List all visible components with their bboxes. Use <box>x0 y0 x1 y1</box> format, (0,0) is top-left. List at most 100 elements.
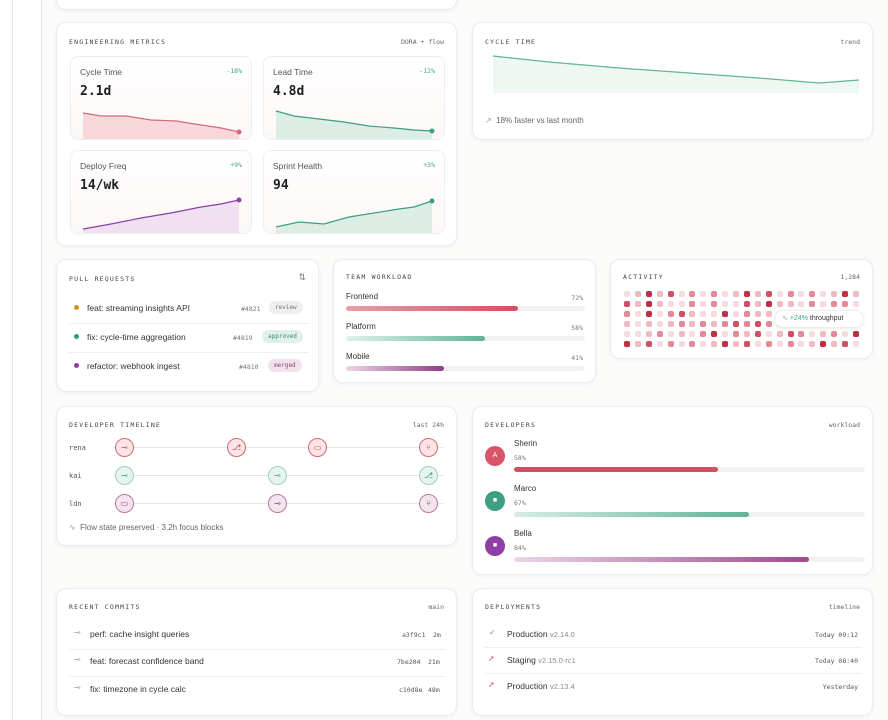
pr-id: #4821 <box>241 305 261 313</box>
heatmap-cell <box>667 321 674 327</box>
heatmap-cell <box>743 331 750 337</box>
metric-value: 4.8d <box>273 84 305 99</box>
commit-row[interactable]: ⊸ feat: forecast confidence band 7be204 … <box>69 650 446 674</box>
commit-hash: a3f9c1 <box>402 631 426 639</box>
metric-value: 2.1d <box>80 84 112 99</box>
commit-node-icon[interactable]: ⊸ <box>115 438 134 457</box>
commit-row[interactable]: ⊸ perf: cache insight queries a3f9c1 2m <box>69 623 446 647</box>
heatmap-cell <box>798 291 805 297</box>
heatmap-cell <box>711 311 718 317</box>
heatmap-cell <box>656 331 663 337</box>
heatmap-cell <box>700 301 707 307</box>
rocket-icon: ➚ <box>488 680 495 689</box>
comment-node-icon[interactable]: ▭ <box>308 438 327 457</box>
pr-status-dot <box>74 363 79 368</box>
divider <box>69 649 446 650</box>
commit-message: perf: cache insight queries <box>90 629 190 639</box>
pull-requests-title: PULL REQUESTS <box>69 275 136 283</box>
heatmap-cell <box>852 291 859 297</box>
metric-card-sprint-health[interactable]: Sprint Health +3% 94 <box>263 150 445 234</box>
workload-team-name: Platform <box>346 322 376 331</box>
heatmap-cell <box>776 301 783 307</box>
commit-icon: ⊸ <box>74 655 81 664</box>
developer-name: Bella <box>514 529 532 538</box>
pull-request-icon[interactable]: ⇅ <box>298 272 306 282</box>
merge-node-icon[interactable]: ⑂ <box>419 438 438 457</box>
commit-node-icon[interactable]: ⊸ <box>115 466 134 485</box>
metric-value: 14/wk <box>80 178 120 193</box>
commit-hash: 7be204 <box>397 658 421 666</box>
left-rail <box>0 0 42 720</box>
commit-age: 21m <box>428 658 440 666</box>
commit-node-icon[interactable]: ⊸ <box>268 466 287 485</box>
heatmap-cell <box>733 311 739 317</box>
deployment-row[interactable]: ➚ Production v2.13.4 Yesterday <box>485 675 862 699</box>
heatmap-cell <box>754 321 761 327</box>
metric-card-lead-time[interactable]: Lead Time -12% 4.8d <box>263 56 445 140</box>
avatar[interactable]: ■ <box>485 536 505 556</box>
metric-card-deploy-freq[interactable]: Deploy Freq +9% 14/wk <box>70 150 252 234</box>
heatmap-cell <box>722 311 729 317</box>
developer-name: Marco <box>514 484 537 493</box>
pr-status-dot <box>74 305 79 310</box>
pr-title: fix: cycle-time aggregation <box>87 332 186 342</box>
engineering-metrics-tag: DORA + flow <box>400 38 444 46</box>
heatmap-cell <box>733 301 739 307</box>
heatmap-cell <box>645 311 652 317</box>
deployment-time: Today 08:40 <box>814 657 858 665</box>
workload-team-name: Mobile <box>346 352 370 361</box>
heatmap-cell <box>667 301 674 307</box>
pr-status-dot <box>74 334 79 339</box>
cycle-time-card: CYCLE TIME trend ↗ 18% faster vs last mo… <box>472 22 873 140</box>
metric-delta: +3% <box>423 161 435 169</box>
lead-time-sparkline <box>275 110 435 139</box>
heatmap-cell <box>645 341 652 347</box>
divider <box>485 673 862 674</box>
heatmap-cell <box>733 341 739 347</box>
pr-node-icon[interactable]: ⎇ <box>227 438 246 457</box>
metric-card-cycle-time[interactable]: Cycle Time -18% 2.1d <box>70 56 252 140</box>
commit-row[interactable]: ⊸ fix: timezone in cycle calc c10d8e 48m <box>69 678 446 702</box>
recent-commits-card: RECENT COMMITS main ⊸ perf: cache insigh… <box>56 588 457 716</box>
heatmap-cell <box>776 291 783 297</box>
deployment-time: Yesterday <box>822 683 858 691</box>
pr-row[interactable]: fix: cycle-time aggregation #4819 approv… <box>69 326 309 350</box>
heatmap-cell <box>722 321 729 327</box>
heatmap-cell <box>656 321 663 327</box>
avatar[interactable]: A <box>485 446 505 466</box>
merge-node-icon[interactable]: ⑂ <box>419 494 438 513</box>
heatmap-cell <box>809 331 816 337</box>
heatmap-cell <box>700 291 707 297</box>
heatmap-cell <box>689 321 696 327</box>
comment-node-icon[interactable]: ▭ <box>115 494 134 513</box>
heatmap-cell <box>689 311 696 317</box>
heatmap-cell <box>809 301 816 307</box>
heatmap-cell <box>678 311 685 317</box>
workload-percent: 41% <box>571 354 583 362</box>
commit-hash: c10d8e <box>399 686 423 694</box>
heatmap-cell <box>765 331 772 337</box>
heatmap-cell <box>820 301 827 307</box>
pr-node-icon[interactable]: ⎇ <box>419 466 438 485</box>
pr-row[interactable]: refactor: webhook ingest #4810 merged <box>69 355 309 379</box>
heatmap-cell <box>689 301 696 307</box>
heatmap-cell <box>831 301 838 307</box>
avatar[interactable]: ■ <box>485 491 505 511</box>
developer-percent: 67% <box>514 499 526 507</box>
heatmap-cell <box>678 301 685 307</box>
team-workload-card: TEAM WORKLOAD Frontend 72% Platform 58% … <box>333 259 596 383</box>
timeline-footer-text: Flow state preserved · 3.2h focus blocks <box>80 523 224 532</box>
commit-node-icon[interactable]: ⊸ <box>268 494 287 513</box>
deployment-row[interactable]: ✓ Production v2.14.0 Today 09:12 <box>485 623 862 647</box>
heatmap-cell <box>831 341 838 347</box>
deployment-row[interactable]: ➚ Staging v2.15.0-rc1 Today 08:40 <box>485 649 862 673</box>
deployment-env-name: Production <box>507 629 548 639</box>
developer-timeline-tag: last 24h <box>412 421 444 429</box>
pr-row[interactable]: feat: streaming insights API #4821 revie… <box>69 297 309 321</box>
developer-timeline-card: DEVELOPER TIMELINE last 24h rena ⊸ ⎇ ▭ ⑂… <box>56 406 457 546</box>
heatmap-cell <box>624 311 630 317</box>
deployment-env-name: Production <box>507 681 548 691</box>
heatmap-cell <box>798 341 805 347</box>
heatmap-cell <box>852 301 859 307</box>
deployment-env: Staging v2.15.0-rc1 <box>507 655 576 665</box>
